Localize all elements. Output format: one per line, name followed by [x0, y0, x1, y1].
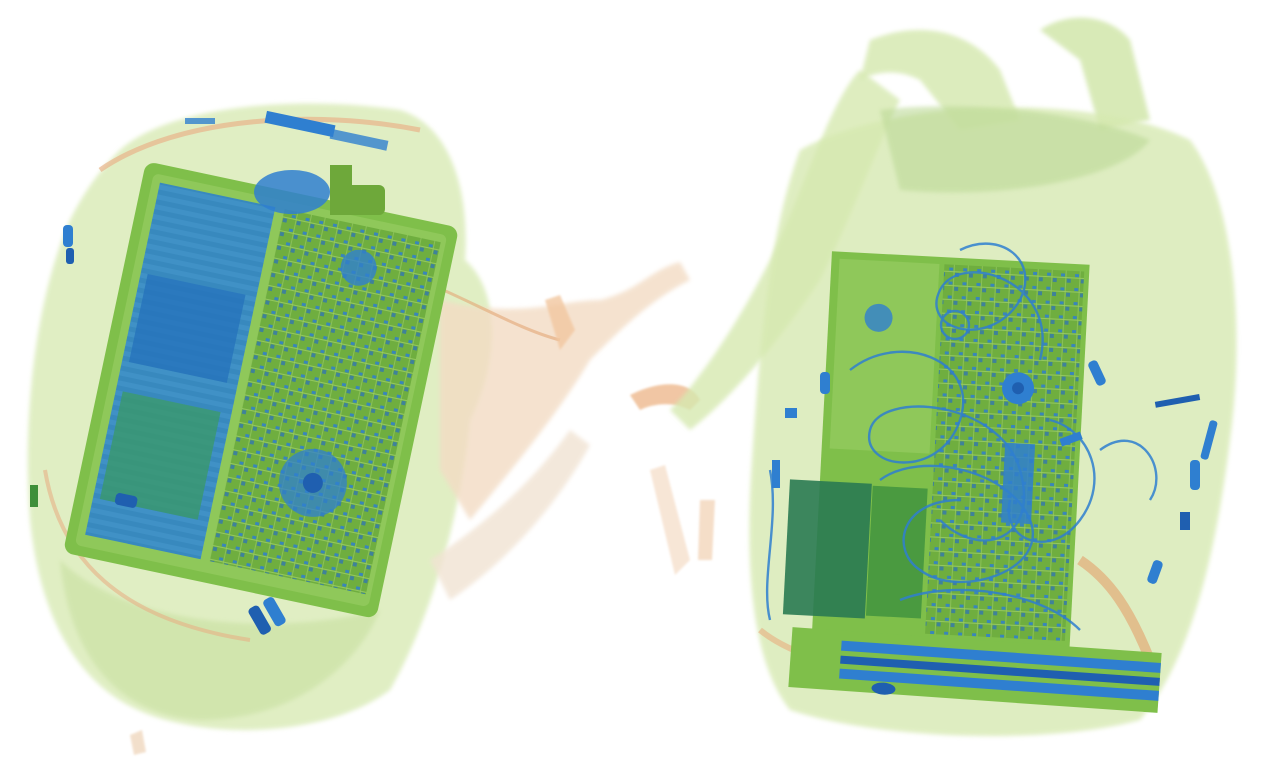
left-backpack: [27, 103, 690, 730]
left-bottom-zipper: [248, 597, 286, 635]
left-bag-strap: [440, 262, 690, 520]
left-top-connector: [264, 110, 336, 138]
left-round-object: [254, 170, 330, 214]
right-left-zipper: [772, 372, 830, 488]
right-laptop: [782, 251, 1090, 650]
right-zipper-pull: [1059, 360, 1218, 584]
right-strap-top: [860, 30, 1020, 130]
motherboard: [209, 208, 441, 595]
right-battery: [782, 479, 872, 619]
right-keyboard: [788, 627, 1162, 713]
left-zipper-pull: [63, 225, 74, 264]
right-backpack: [670, 17, 1237, 737]
left-laptop: [64, 163, 458, 618]
